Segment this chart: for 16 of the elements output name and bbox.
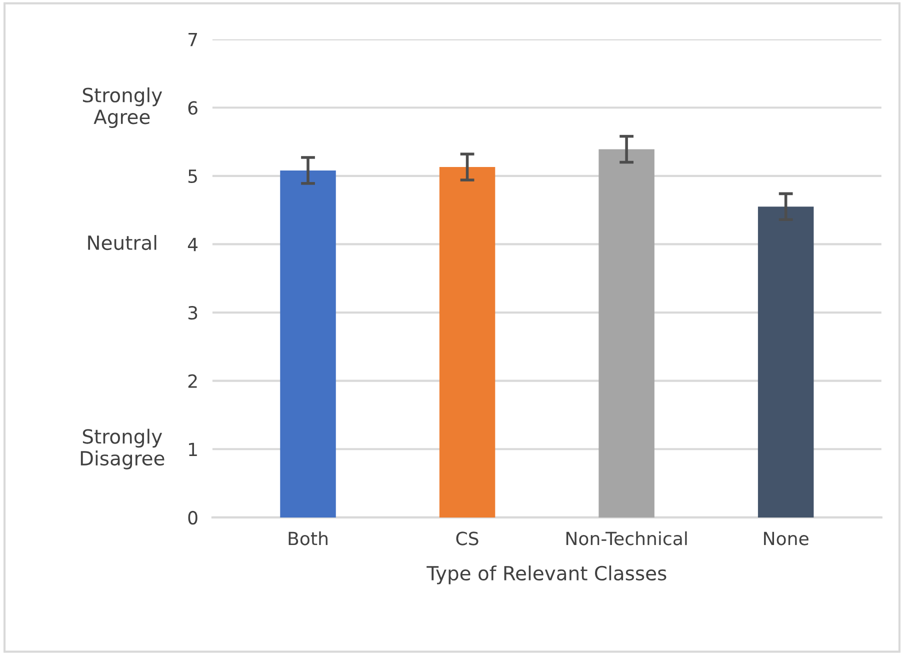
y-tick-label: 7 (188, 32, 198, 46)
y-tick-label: 2 (188, 374, 197, 388)
y-tick-label: 1 (189, 442, 197, 456)
y-tick-label: 5 (188, 170, 197, 184)
y-tick-label: 3 (188, 306, 198, 320)
x-axis-title: Type of Relevant Classes (426, 565, 666, 584)
text: Strongly Disagree (80, 428, 164, 470)
y-tick-label: 6 (188, 101, 198, 115)
text: Strongly Agree (82, 87, 162, 128)
x-tick-label: Both (288, 531, 328, 546)
text: Neutral (88, 235, 156, 250)
y-tick-label: 4 (188, 238, 198, 252)
y-tick-label: 0 (188, 510, 198, 525)
x-tick-label: None (764, 532, 808, 546)
x-tick-label: CS (456, 532, 478, 546)
x-tick-label: Non-Technical (566, 531, 687, 546)
